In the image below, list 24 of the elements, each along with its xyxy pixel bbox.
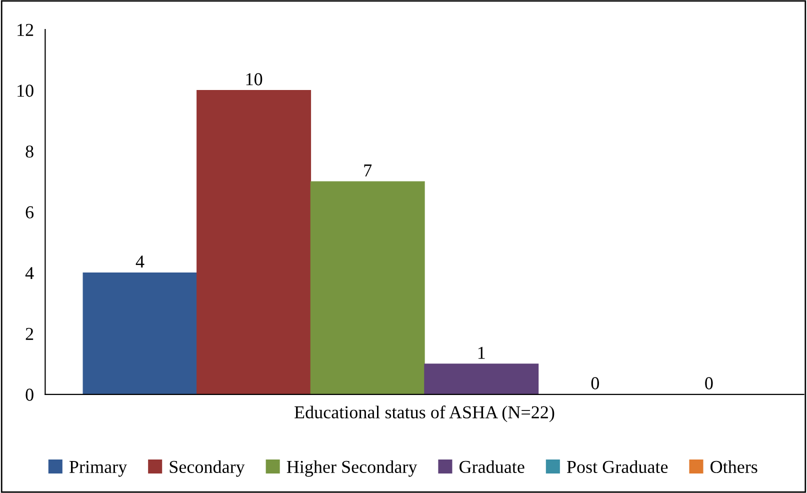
y-tick-label: 6 (26, 206, 34, 218)
legend-label: Others (710, 460, 758, 474)
legend-label: Secondary (170, 460, 245, 477)
y-tick-label: 0 (26, 388, 34, 401)
y-tick-label: 10 (18, 84, 34, 97)
legend-label: Higher Secondary (286, 460, 418, 477)
data-label: 1 (478, 346, 485, 359)
data-label: 10 (246, 73, 262, 86)
data-label: 0 (591, 377, 599, 390)
legend-label: Post Graduate (566, 460, 668, 474)
bar (82, 272, 198, 394)
y-tick-label: 8 (26, 145, 34, 158)
legend-label: Graduate (460, 460, 524, 474)
data-label: 7 (364, 164, 372, 176)
bar (310, 181, 425, 394)
data-label: 4 (136, 256, 144, 268)
y-tick-label: 4 (25, 267, 34, 280)
bar (424, 364, 539, 394)
bar (196, 90, 312, 394)
legend-label: Primary (69, 460, 128, 477)
data-label: 0 (705, 377, 713, 390)
y-tick-label: 12 (18, 24, 34, 36)
x-tick-label: Educational status of ASHA (N=22) (294, 406, 554, 422)
y-tick-label: 2 (26, 328, 34, 340)
